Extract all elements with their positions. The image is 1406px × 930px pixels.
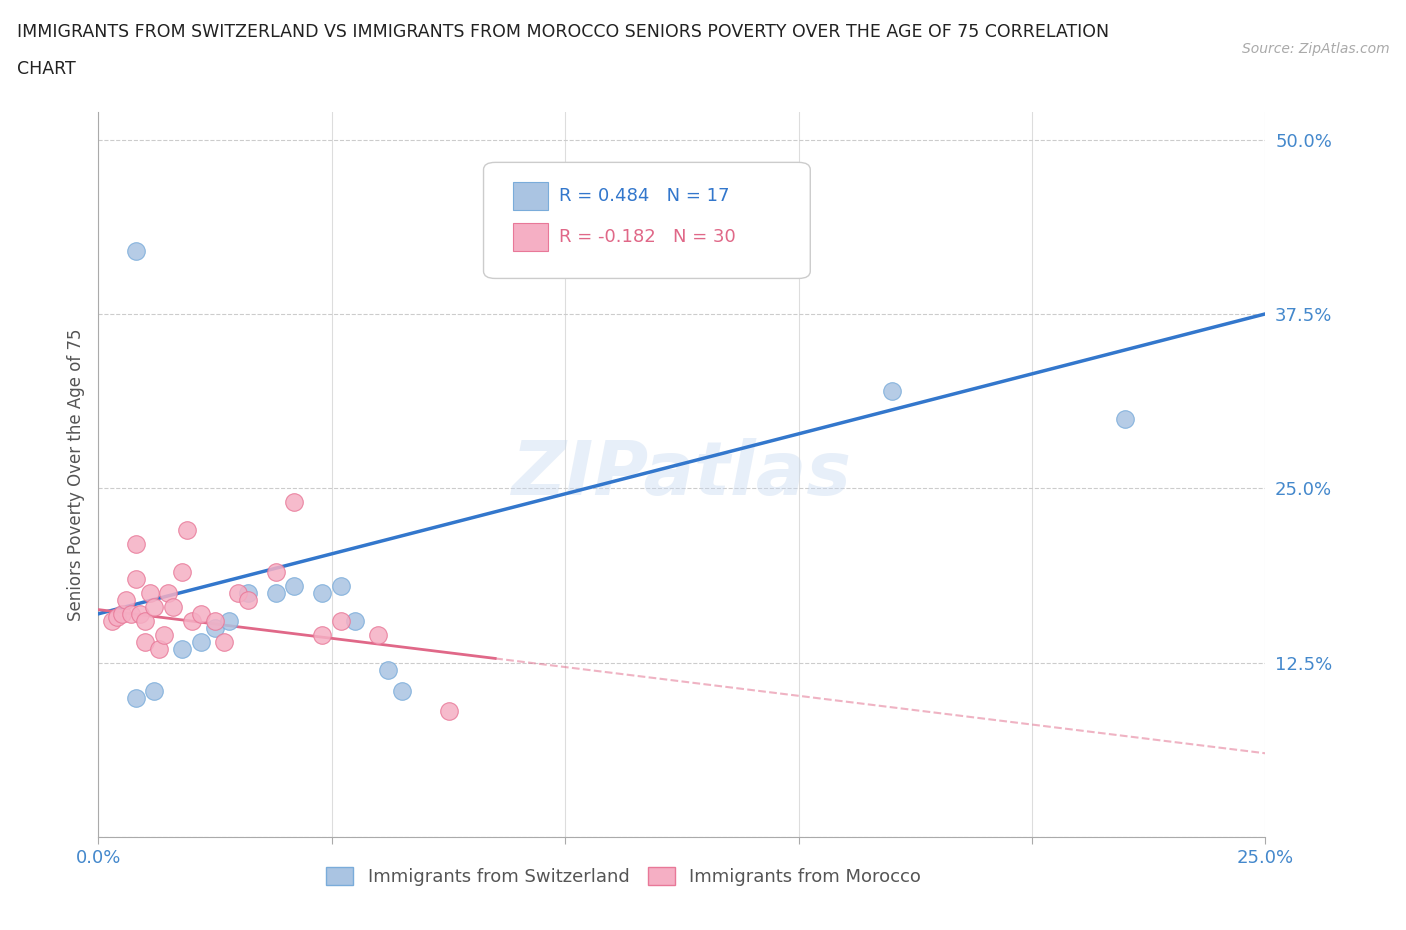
Point <box>236 586 259 601</box>
Point <box>283 495 305 510</box>
Point <box>880 383 903 398</box>
Point <box>125 571 148 587</box>
Point <box>311 586 333 601</box>
Point <box>330 614 353 629</box>
Point <box>134 634 156 649</box>
Point <box>264 586 287 601</box>
Point <box>391 684 413 698</box>
Point <box>148 642 170 657</box>
Text: CHART: CHART <box>17 60 76 78</box>
Point <box>172 565 194 579</box>
Point <box>190 634 212 649</box>
Point <box>176 523 198 538</box>
Point <box>180 614 202 629</box>
Point <box>115 592 138 607</box>
Point <box>125 690 148 705</box>
FancyBboxPatch shape <box>513 223 548 251</box>
Point <box>105 609 128 624</box>
Text: IMMIGRANTS FROM SWITZERLAND VS IMMIGRANTS FROM MOROCCO SENIORS POVERTY OVER THE : IMMIGRANTS FROM SWITZERLAND VS IMMIGRANT… <box>17 23 1109 41</box>
Text: Source: ZipAtlas.com: Source: ZipAtlas.com <box>1241 42 1389 56</box>
Text: R = 0.484   N = 17: R = 0.484 N = 17 <box>560 187 730 205</box>
Point <box>125 244 148 259</box>
Point <box>152 628 174 643</box>
Point <box>311 628 333 643</box>
Point <box>204 614 226 629</box>
FancyBboxPatch shape <box>513 182 548 209</box>
Point <box>218 614 240 629</box>
Point <box>214 634 236 649</box>
Point <box>129 606 152 621</box>
Point <box>143 600 166 615</box>
Point <box>172 642 194 657</box>
Legend: Immigrants from Switzerland, Immigrants from Morocco: Immigrants from Switzerland, Immigrants … <box>319 859 928 893</box>
Point <box>162 600 184 615</box>
Point <box>204 620 226 635</box>
Point <box>377 662 399 677</box>
Point <box>111 606 134 621</box>
Point <box>367 628 389 643</box>
Point <box>143 684 166 698</box>
Point <box>190 606 212 621</box>
Y-axis label: Seniors Poverty Over the Age of 75: Seniors Poverty Over the Age of 75 <box>66 328 84 620</box>
Point <box>264 565 287 579</box>
Point <box>120 606 142 621</box>
Text: R = -0.182   N = 30: R = -0.182 N = 30 <box>560 228 737 246</box>
Point <box>283 578 305 593</box>
Point <box>228 586 250 601</box>
Point <box>134 614 156 629</box>
Point <box>236 592 259 607</box>
Point <box>125 537 148 551</box>
Point <box>330 578 353 593</box>
Point <box>437 704 460 719</box>
Point <box>344 614 367 629</box>
Point <box>1114 411 1136 426</box>
Point <box>101 614 124 629</box>
Text: ZIPatlas: ZIPatlas <box>512 438 852 511</box>
FancyBboxPatch shape <box>484 163 810 278</box>
Point <box>139 586 162 601</box>
Point <box>157 586 180 601</box>
